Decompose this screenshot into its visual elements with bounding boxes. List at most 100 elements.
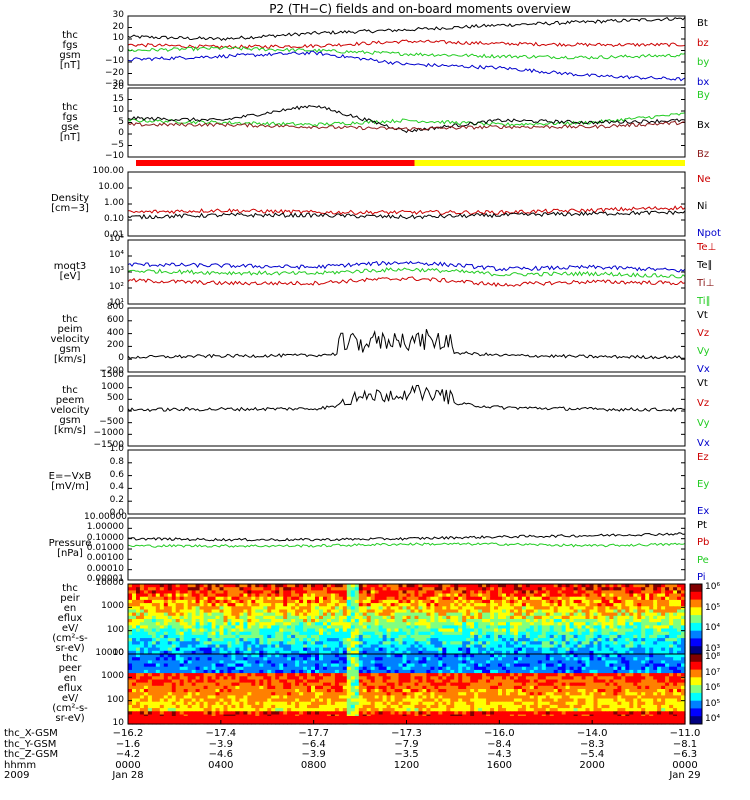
peer-cell bbox=[509, 654, 515, 658]
peer-cell bbox=[283, 669, 288, 674]
peer-cell bbox=[394, 682, 400, 687]
peir-cell bbox=[307, 593, 312, 598]
peer-cell bbox=[263, 689, 268, 693]
peer-cell bbox=[470, 689, 475, 693]
peer-cell bbox=[533, 685, 539, 690]
peir-cell bbox=[633, 619, 638, 623]
peir-cell bbox=[494, 622, 499, 626]
peer-cell bbox=[625, 669, 630, 674]
peer-cell bbox=[147, 692, 153, 696]
peir-cell bbox=[470, 644, 475, 649]
peer-cell bbox=[561, 676, 567, 681]
peir-cell bbox=[498, 606, 503, 611]
peir-cell bbox=[271, 628, 276, 633]
peir-cell bbox=[426, 606, 431, 611]
peir-cell bbox=[446, 593, 451, 598]
peir-cell bbox=[267, 615, 272, 620]
peir-cell bbox=[669, 590, 674, 595]
peir-cell bbox=[354, 634, 360, 639]
peer-cell bbox=[287, 657, 292, 661]
peer-cell bbox=[362, 689, 368, 693]
peer-cell bbox=[334, 663, 340, 668]
peir-cell bbox=[378, 596, 384, 601]
peir-cell bbox=[354, 596, 360, 601]
peir-cell bbox=[653, 641, 658, 646]
peir-cell bbox=[211, 619, 217, 623]
peir-cell bbox=[211, 650, 217, 655]
peer-cell bbox=[215, 689, 221, 693]
peer-cell bbox=[203, 654, 209, 658]
peer-cell bbox=[426, 685, 431, 690]
peir-cell bbox=[474, 603, 479, 607]
peir-cell bbox=[418, 584, 423, 588]
peir-cell bbox=[275, 603, 280, 607]
peir-cell bbox=[601, 606, 607, 611]
peer-cell bbox=[219, 689, 225, 693]
peir-cell bbox=[231, 612, 236, 617]
peer-cell bbox=[342, 657, 348, 661]
peer-cell bbox=[442, 663, 447, 668]
peir-cell bbox=[577, 603, 583, 607]
peer-cell bbox=[661, 666, 666, 671]
peir-cell bbox=[498, 603, 503, 607]
peir-cell bbox=[434, 596, 439, 601]
peir-cell bbox=[239, 606, 244, 611]
peir-cell bbox=[549, 612, 555, 617]
peer-cell bbox=[525, 657, 531, 661]
peir-cell bbox=[545, 590, 551, 595]
peir-cell bbox=[430, 603, 435, 607]
peir-cell bbox=[482, 650, 487, 655]
peer-cell bbox=[354, 657, 360, 661]
peir-cell bbox=[187, 584, 193, 588]
peir-cell bbox=[474, 647, 479, 652]
peir-cell bbox=[211, 584, 217, 588]
peir-cell bbox=[625, 615, 630, 620]
peir-cell bbox=[509, 596, 515, 601]
peir-cell bbox=[470, 619, 475, 623]
peer-cell bbox=[147, 689, 153, 693]
peir-cell bbox=[346, 612, 352, 617]
peir-cell bbox=[466, 584, 471, 588]
peer-cell bbox=[255, 679, 260, 684]
peer-cell bbox=[617, 654, 622, 658]
peir-cell bbox=[633, 612, 638, 617]
peir-cell bbox=[533, 641, 539, 646]
peir-cell bbox=[498, 647, 503, 652]
peer-cell bbox=[513, 682, 519, 687]
peir-cell bbox=[593, 584, 599, 588]
peir-cell bbox=[605, 638, 610, 642]
peer-cell bbox=[621, 676, 626, 681]
peer-cell bbox=[422, 692, 427, 696]
peir-cell bbox=[533, 631, 539, 636]
peir-cell bbox=[195, 587, 201, 591]
peer-cell bbox=[498, 689, 503, 693]
peir-cell bbox=[553, 584, 559, 588]
peer-cell bbox=[279, 682, 284, 687]
peer-cell bbox=[215, 682, 221, 687]
peir-cell bbox=[657, 593, 662, 598]
peer-cell bbox=[159, 676, 165, 681]
peir-cell bbox=[474, 587, 479, 591]
peer-cell bbox=[139, 660, 145, 665]
peir-cell bbox=[382, 599, 388, 604]
peir-cell bbox=[509, 625, 515, 630]
peir-cell bbox=[521, 593, 527, 598]
peir-cell bbox=[557, 631, 563, 636]
peir-cell bbox=[569, 631, 575, 636]
peer-cell bbox=[191, 660, 197, 665]
peir-cell bbox=[506, 647, 511, 652]
peer-cell bbox=[366, 692, 372, 696]
peir-cell bbox=[486, 638, 491, 642]
peer-cell bbox=[211, 666, 217, 671]
peer-cell bbox=[458, 669, 463, 674]
peer-cell bbox=[653, 682, 658, 687]
peir-cell bbox=[215, 619, 221, 623]
peir-cell bbox=[374, 625, 380, 630]
peer-cell bbox=[633, 654, 638, 658]
peer-cell bbox=[553, 676, 559, 681]
peir-colorbar-segment bbox=[690, 622, 702, 632]
peir-cell bbox=[593, 644, 599, 649]
peir-cell bbox=[247, 609, 252, 614]
peir-cell bbox=[211, 590, 217, 595]
peer-cell bbox=[263, 657, 268, 661]
